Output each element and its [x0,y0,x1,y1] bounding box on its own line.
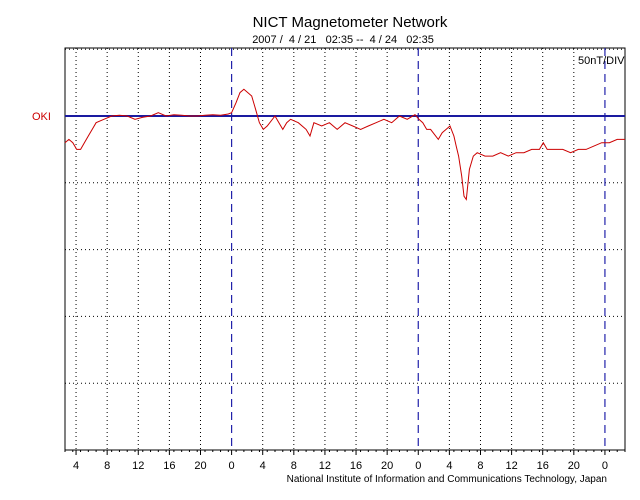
x-tick-label: 16 [163,460,175,472]
station-label: OKI [32,111,51,123]
x-tick-label: 4 [73,460,79,472]
x-tick-label: 0 [415,460,421,472]
x-tick-label: 0 [229,460,235,472]
x-tick-label: 16 [350,460,362,472]
x-tick-label: 12 [505,460,517,472]
x-tick-label: 16 [537,460,549,472]
day-boundaries [231,48,606,450]
x-tick-label: 8 [291,460,297,472]
plot-frame [64,47,626,451]
x-tick-label: 0 [602,460,608,472]
x-tick-label: 8 [477,460,483,472]
x-tick-label: 12 [319,460,331,472]
x-tick-label: 12 [132,460,144,472]
x-axis: 4 8 12 16 20 0 4 8 12 16 20 0 4 8 12 16 20 0 [64,450,626,472]
chart-title: NICT Magnetometer Network [253,14,448,31]
series-line [64,88,625,201]
grid [65,48,625,450]
scale-label: 50nT/DIV [578,55,625,67]
x-tick-label: 20 [194,460,206,472]
x-tick-label: 8 [104,460,110,472]
series-group [64,88,625,201]
x-tick-label: 4 [446,460,452,472]
x-tick-label: 4 [260,460,266,472]
x-tick-label: 20 [568,460,580,472]
credit-text: National Institute of Information and Co… [287,474,607,485]
x-tick-label: 20 [381,460,393,472]
chart-subtitle: 2007 / 4 / 21 02:35 -- 4 / 24 02:35 [252,34,434,46]
